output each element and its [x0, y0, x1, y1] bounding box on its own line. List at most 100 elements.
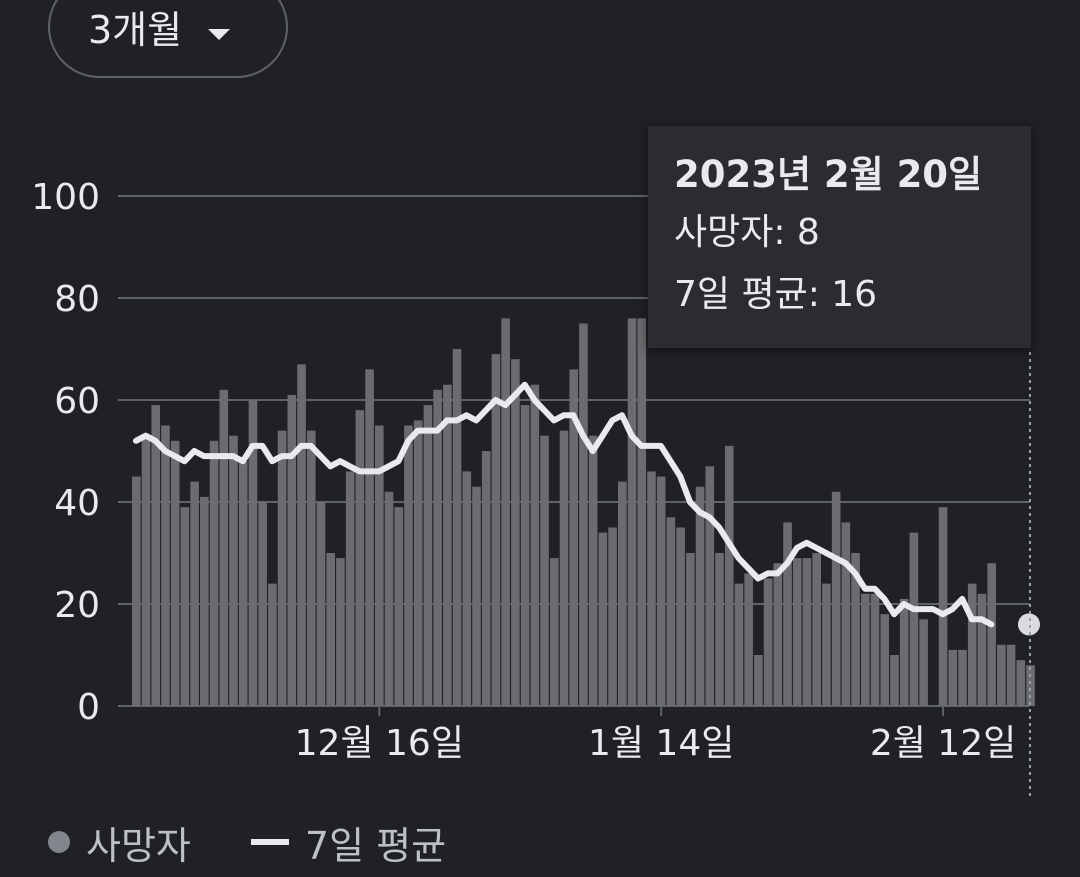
- bar: [647, 471, 656, 706]
- bar: [686, 553, 695, 706]
- legend: 사망자 7일 평균: [48, 812, 446, 872]
- bar: [248, 400, 258, 706]
- deaths-bars: [132, 318, 1035, 706]
- range-dropdown[interactable]: 3개월: [48, 0, 288, 78]
- bar: [511, 359, 520, 706]
- legend-deaths-label: 사망자: [86, 823, 191, 868]
- bar: [715, 553, 724, 706]
- bar: [909, 532, 919, 706]
- bar: [773, 563, 783, 706]
- bar: [851, 553, 860, 706]
- y-tick-label: 60: [54, 381, 100, 422]
- bar: [627, 318, 637, 706]
- bar: [977, 593, 987, 706]
- tooltip-average: 7일 평균: 16: [674, 274, 878, 315]
- avg-line-layer: [133, 381, 1040, 636]
- bar: [472, 486, 481, 706]
- bar: [443, 384, 452, 706]
- bar: [958, 649, 967, 706]
- bar: [938, 507, 948, 706]
- bar: [287, 394, 297, 706]
- bar: [569, 369, 578, 706]
- bar: [1026, 665, 1035, 706]
- bar: [365, 369, 374, 706]
- bar: [375, 425, 384, 706]
- bar: [822, 583, 831, 706]
- bar: [404, 425, 413, 706]
- y-tick-label: 20: [54, 585, 100, 626]
- bar: [151, 405, 161, 706]
- bar: [540, 435, 549, 706]
- bar: [180, 507, 190, 706]
- bar: [501, 318, 510, 706]
- bar: [170, 440, 180, 706]
- bar: [870, 593, 880, 706]
- average-legend-icon: [250, 839, 289, 845]
- bar: [967, 583, 977, 706]
- deaths-legend-icon: [48, 831, 70, 853]
- bar: [812, 553, 821, 706]
- bar: [705, 466, 715, 706]
- bar: [229, 435, 238, 706]
- bar: [1016, 660, 1026, 706]
- bar: [802, 558, 812, 706]
- bar: [530, 384, 540, 706]
- bar: [763, 578, 773, 706]
- bar: [433, 389, 442, 706]
- x-tick-label: 12월 16일: [295, 723, 464, 764]
- bar: [695, 486, 705, 706]
- bar: [219, 389, 229, 706]
- bar: [345, 471, 355, 706]
- bar: [209, 440, 219, 706]
- avg-line: [133, 381, 995, 628]
- bar: [161, 425, 170, 706]
- bar: [754, 655, 763, 706]
- bar: [268, 583, 277, 706]
- y-axis-ticks: 0 20 40 60 80 100: [31, 177, 100, 728]
- bar: [277, 430, 287, 706]
- bar: [637, 318, 647, 706]
- bar: [481, 451, 491, 706]
- bar: [394, 507, 404, 706]
- bar: [899, 598, 909, 706]
- bar: [724, 445, 734, 706]
- tooltip-deaths: 사망자: 8: [674, 212, 820, 253]
- x-axis-ticks: 12월 16일 1월 14일 2월 12일: [295, 706, 1016, 764]
- x-tick-label: 1월 14일: [588, 723, 734, 764]
- legend-avg-label: 7일 평균: [304, 823, 447, 868]
- x-tick-label: 2월 12일: [870, 723, 1016, 764]
- chart: 0 20 40 60 80 100 12월 16일 1월 14일 2월 12일: [31, 177, 1040, 800]
- bar: [423, 405, 433, 706]
- bar: [656, 476, 666, 706]
- bar: [413, 420, 423, 706]
- tooltip: 2023년 2월 20일 사망자: 8 7일 평균: 16: [648, 126, 1031, 348]
- bar: [326, 553, 335, 706]
- bar: [190, 481, 199, 706]
- bar: [948, 649, 958, 706]
- bar: [559, 430, 569, 706]
- bar: [384, 491, 394, 706]
- bar: [744, 573, 753, 706]
- bar: [861, 593, 870, 706]
- bar: [919, 619, 928, 706]
- bar: [355, 410, 365, 706]
- bar: [306, 430, 316, 706]
- bar: [734, 583, 744, 706]
- bar: [890, 655, 899, 706]
- bar: [579, 323, 588, 706]
- bar: [618, 481, 627, 706]
- bar: [520, 405, 530, 706]
- y-tick-label: 0: [77, 687, 100, 728]
- highlight-point: [1018, 613, 1040, 636]
- y-tick-label: 80: [54, 279, 100, 320]
- bar: [841, 522, 851, 706]
- y-tick-label: 40: [54, 483, 100, 524]
- bar: [200, 496, 209, 706]
- bar: [141, 435, 151, 706]
- bar: [880, 614, 890, 706]
- bar: [783, 522, 792, 706]
- y-tick-label: 100: [31, 177, 100, 218]
- bar: [258, 502, 267, 706]
- bar: [238, 461, 248, 706]
- bar: [588, 435, 598, 706]
